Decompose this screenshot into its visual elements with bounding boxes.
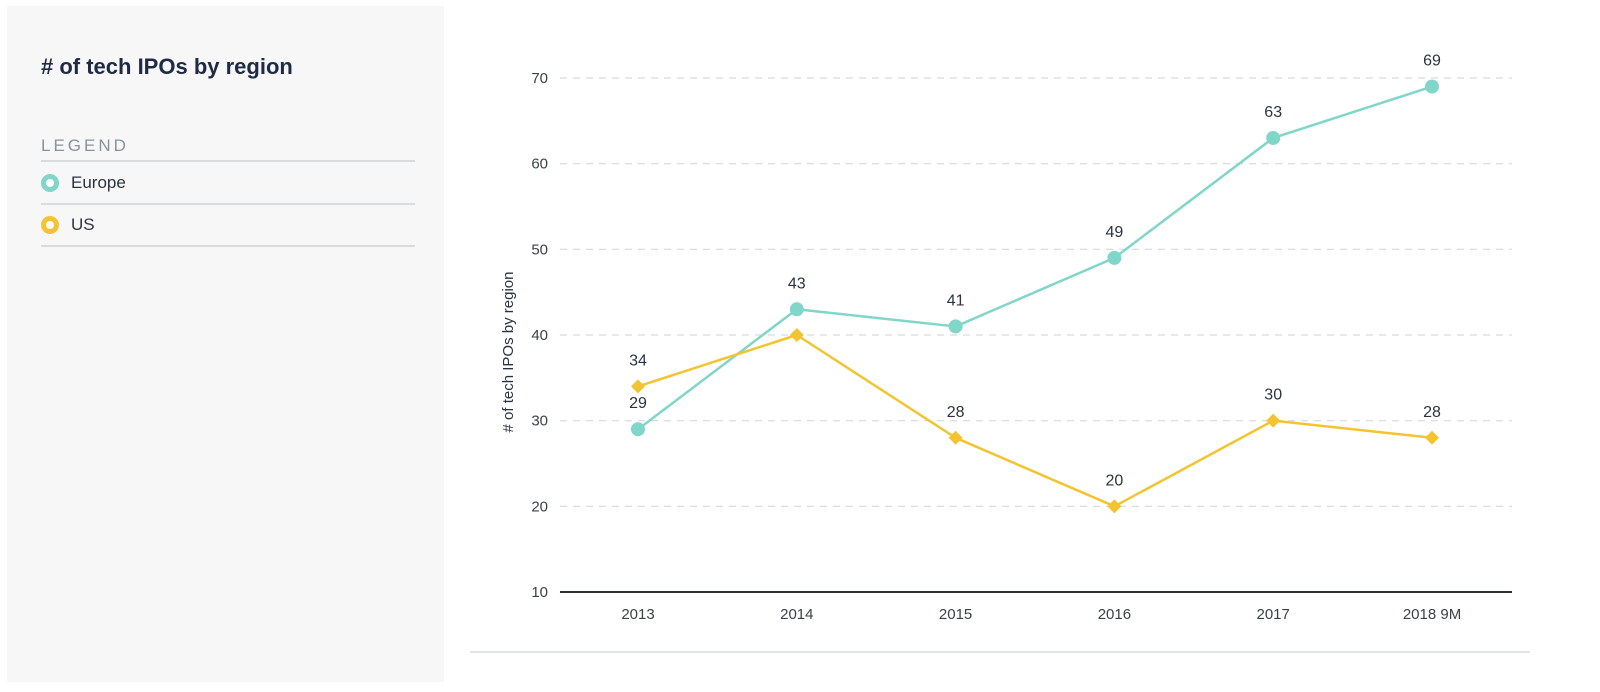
legend-item-europe[interactable]: Europe bbox=[41, 163, 415, 203]
series-line-europe bbox=[637, 85, 1433, 431]
legend-label-europe: Europe bbox=[71, 173, 126, 192]
legend-item-us[interactable]: US bbox=[41, 205, 415, 245]
axes bbox=[470, 591, 1530, 653]
y-tick-label: 10 bbox=[531, 584, 548, 601]
series-line-us bbox=[637, 333, 1433, 508]
y-tick-label: 60 bbox=[531, 156, 548, 173]
legend-swatch-europe bbox=[41, 174, 59, 192]
data-label-europe: 69 bbox=[1423, 53, 1441, 70]
x-tick-labels: 2013 2014 2015 2016 2017 2018 9M bbox=[621, 606, 1461, 623]
point-europe bbox=[1425, 79, 1439, 94]
legend-swatch-us bbox=[41, 216, 59, 234]
data-label-us: 20 bbox=[1106, 472, 1124, 489]
y-tick-label: 20 bbox=[531, 498, 548, 515]
data-label-europe: 49 bbox=[1106, 224, 1124, 241]
data-label-europe: 63 bbox=[1264, 104, 1282, 121]
legend-divider bbox=[41, 203, 415, 205]
legend-heading: LEGEND bbox=[41, 136, 129, 155]
y-tick-label: 70 bbox=[531, 70, 548, 87]
point-europe bbox=[789, 302, 804, 317]
gridlines bbox=[560, 77, 1512, 507]
y-tick-label: 50 bbox=[531, 241, 548, 258]
y-tick-label: 40 bbox=[531, 327, 548, 344]
point-us bbox=[789, 328, 804, 342]
data-labels: 29 43 41 49 63 69 34 28 20 30 28 bbox=[629, 53, 1441, 490]
point-europe bbox=[1107, 250, 1122, 265]
x-tick-label: 2017 bbox=[1257, 606, 1290, 623]
point-us bbox=[1425, 430, 1439, 445]
data-label-europe: 41 bbox=[947, 292, 965, 309]
x-tick-label: 2015 bbox=[939, 606, 972, 623]
y-tick-labels: 10 20 30 40 50 60 70 bbox=[531, 70, 548, 601]
point-europe bbox=[1266, 130, 1281, 145]
series-lines bbox=[637, 85, 1433, 508]
legend-divider bbox=[41, 160, 415, 162]
data-label-europe: 29 bbox=[629, 395, 647, 412]
legend-label-us: US bbox=[71, 215, 95, 234]
x-tick-label: 2013 bbox=[621, 606, 654, 623]
data-label-us: 28 bbox=[947, 404, 965, 421]
data-label-us: 30 bbox=[1264, 387, 1282, 404]
data-label-europe: 43 bbox=[788, 275, 806, 292]
data-label-us: 28 bbox=[1423, 404, 1441, 421]
x-tick-label: 2014 bbox=[780, 606, 813, 623]
chart-title: # of tech IPOs by region bbox=[41, 54, 293, 79]
point-us bbox=[1266, 413, 1281, 428]
point-europe bbox=[631, 422, 645, 437]
point-us bbox=[1107, 499, 1122, 514]
x-tick-label: 2018 9M bbox=[1403, 606, 1461, 623]
point-us bbox=[631, 379, 645, 394]
legend-panel: # of tech IPOs by region LEGEND Europe U… bbox=[7, 6, 444, 682]
point-europe bbox=[948, 319, 963, 334]
legend-divider bbox=[41, 245, 415, 247]
y-tick-label: 30 bbox=[531, 413, 548, 430]
point-us bbox=[948, 430, 963, 445]
y-axis-title: # of tech IPOs by region bbox=[500, 272, 517, 433]
series-markers bbox=[631, 79, 1439, 514]
data-label-us: 34 bbox=[629, 352, 647, 369]
x-tick-label: 2016 bbox=[1098, 606, 1131, 623]
